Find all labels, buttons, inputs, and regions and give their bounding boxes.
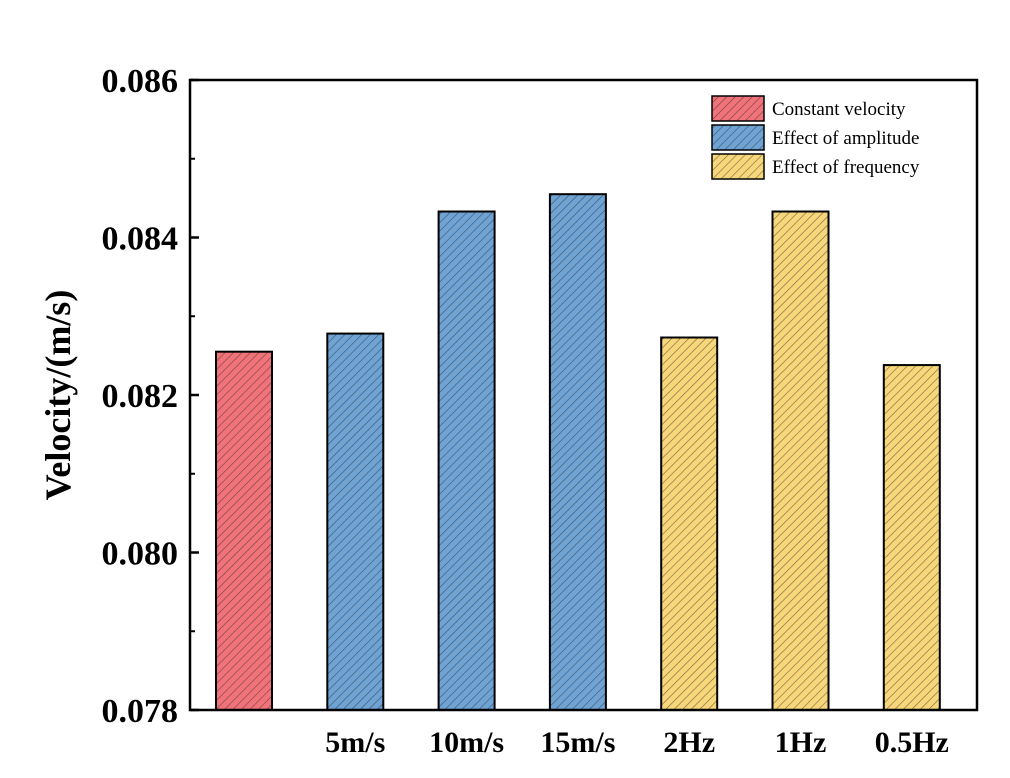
- bar-hatch: [327, 333, 384, 710]
- bar-hatch: [661, 337, 718, 710]
- x-tick-label: 10m/s: [429, 726, 504, 759]
- legend-label-effect-of-amplitude: Effect of amplitude: [772, 128, 919, 149]
- x-tick-label: 1Hz: [775, 726, 827, 759]
- x-tick-label: 15m/s: [540, 726, 615, 759]
- y-tick-label: 0.082: [102, 378, 179, 415]
- legend-label-constant-velocity: Constant velocity: [772, 99, 906, 120]
- y-tick-label: 0.080: [102, 536, 179, 573]
- bar-10m/s: [437, 210, 496, 711]
- bars-layer: [215, 193, 941, 711]
- bar-hatch: [216, 351, 272, 710]
- legend-label-effect-of-frequency: Effect of frequency: [772, 157, 920, 178]
- bar-hatch: [772, 211, 829, 710]
- bar-5m/s: [326, 332, 385, 711]
- bar-1Hz: [771, 210, 830, 711]
- y-tick-label: 0.084: [102, 221, 179, 258]
- bar-2Hz: [660, 336, 719, 711]
- x-axis-labels: 5m/s 10m/s 15m/s 2Hz 1Hz 0.5Hz: [325, 726, 949, 759]
- y-axis-title: Velocity/(m/s): [38, 290, 78, 501]
- y-tick-label: 0.078: [102, 693, 179, 730]
- bar-constant-velocity: [215, 350, 273, 711]
- bar-hatch: [438, 211, 495, 710]
- x-tick-label: 0.5Hz: [875, 726, 949, 759]
- legend: Constant velocity Effect of amplitude Ef…: [711, 95, 920, 180]
- x-tick-label: 5m/s: [325, 726, 385, 759]
- y-tick-label: 0.086: [102, 63, 179, 100]
- x-tick-label: 2Hz: [663, 726, 715, 759]
- y-axis: 0.078 0.080 0.082 0.084 0.086: [102, 63, 199, 730]
- bar-15m/s: [548, 193, 607, 711]
- bar-0.5Hz: [882, 364, 941, 711]
- bar-hatch: [549, 194, 606, 710]
- bar-hatch: [883, 365, 940, 710]
